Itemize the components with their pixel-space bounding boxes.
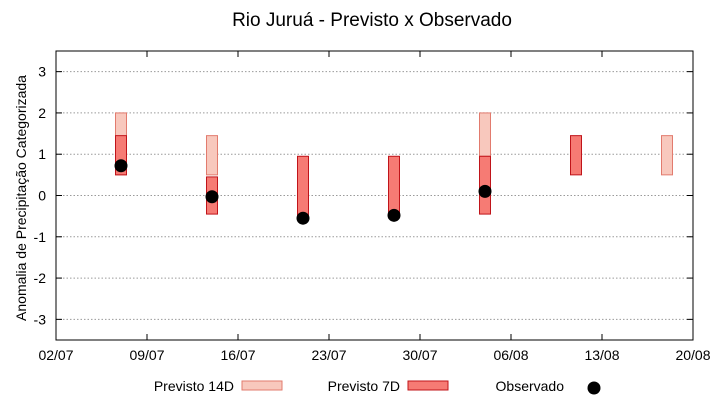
x-axis: 02/07 09/07 16/07 23/07 30/07 06/08 13/08 20/08 (38, 51, 711, 363)
chart-title: Rio Juruá - Previsto x Observado (232, 10, 512, 31)
y-tick-label: -3 (34, 311, 47, 327)
legend-swatch-previsto-14d (241, 380, 283, 391)
range-bar (661, 135, 673, 176)
y-tick-label: -2 (34, 270, 47, 286)
range-bar (115, 135, 127, 176)
legend-swatch-previsto-7d (407, 380, 449, 391)
x-tick-label: 06/08 (493, 347, 528, 363)
legend-label-previsto-7d: Previsto 7D (328, 378, 400, 394)
y-tick-label: 0 (38, 188, 46, 204)
x-tick-label: 23/07 (311, 347, 346, 363)
range-bar (388, 155, 400, 215)
y-axis-label: Anomalia de Precipitação Categorizada (13, 75, 29, 321)
y-tick-label: 2 (38, 105, 46, 121)
observed-point (387, 208, 401, 222)
range-bar (297, 155, 309, 219)
range-bar (570, 135, 582, 176)
series-observado (114, 159, 492, 225)
legend-label-observado: Observado (496, 378, 565, 394)
y-tick-label: 1 (38, 146, 46, 162)
x-tick-label: 20/08 (675, 347, 710, 363)
range-bar (206, 135, 218, 176)
legend: Previsto 14D Previsto 7D Observado (154, 378, 601, 395)
observed-point (114, 159, 128, 173)
legend-swatch-observado (587, 381, 601, 395)
y-tick-label: -1 (34, 229, 47, 245)
y-tick-label: 3 (38, 64, 46, 80)
x-tick-label: 02/07 (38, 347, 73, 363)
series-previsto-7d (115, 135, 582, 219)
x-tick-label: 16/07 (220, 347, 255, 363)
x-tick-label: 09/07 (129, 347, 164, 363)
observed-point (478, 184, 492, 198)
observed-point (296, 211, 310, 225)
x-tick-label: 30/07 (402, 347, 437, 363)
grid (56, 71, 693, 320)
range-bar (479, 112, 491, 157)
y-axis: 3 2 1 0 -1 -2 -3 (34, 64, 693, 327)
legend-label-previsto-14d: Previsto 14D (154, 378, 234, 394)
x-tick-label: 13/08 (584, 347, 619, 363)
observed-point (205, 190, 219, 204)
